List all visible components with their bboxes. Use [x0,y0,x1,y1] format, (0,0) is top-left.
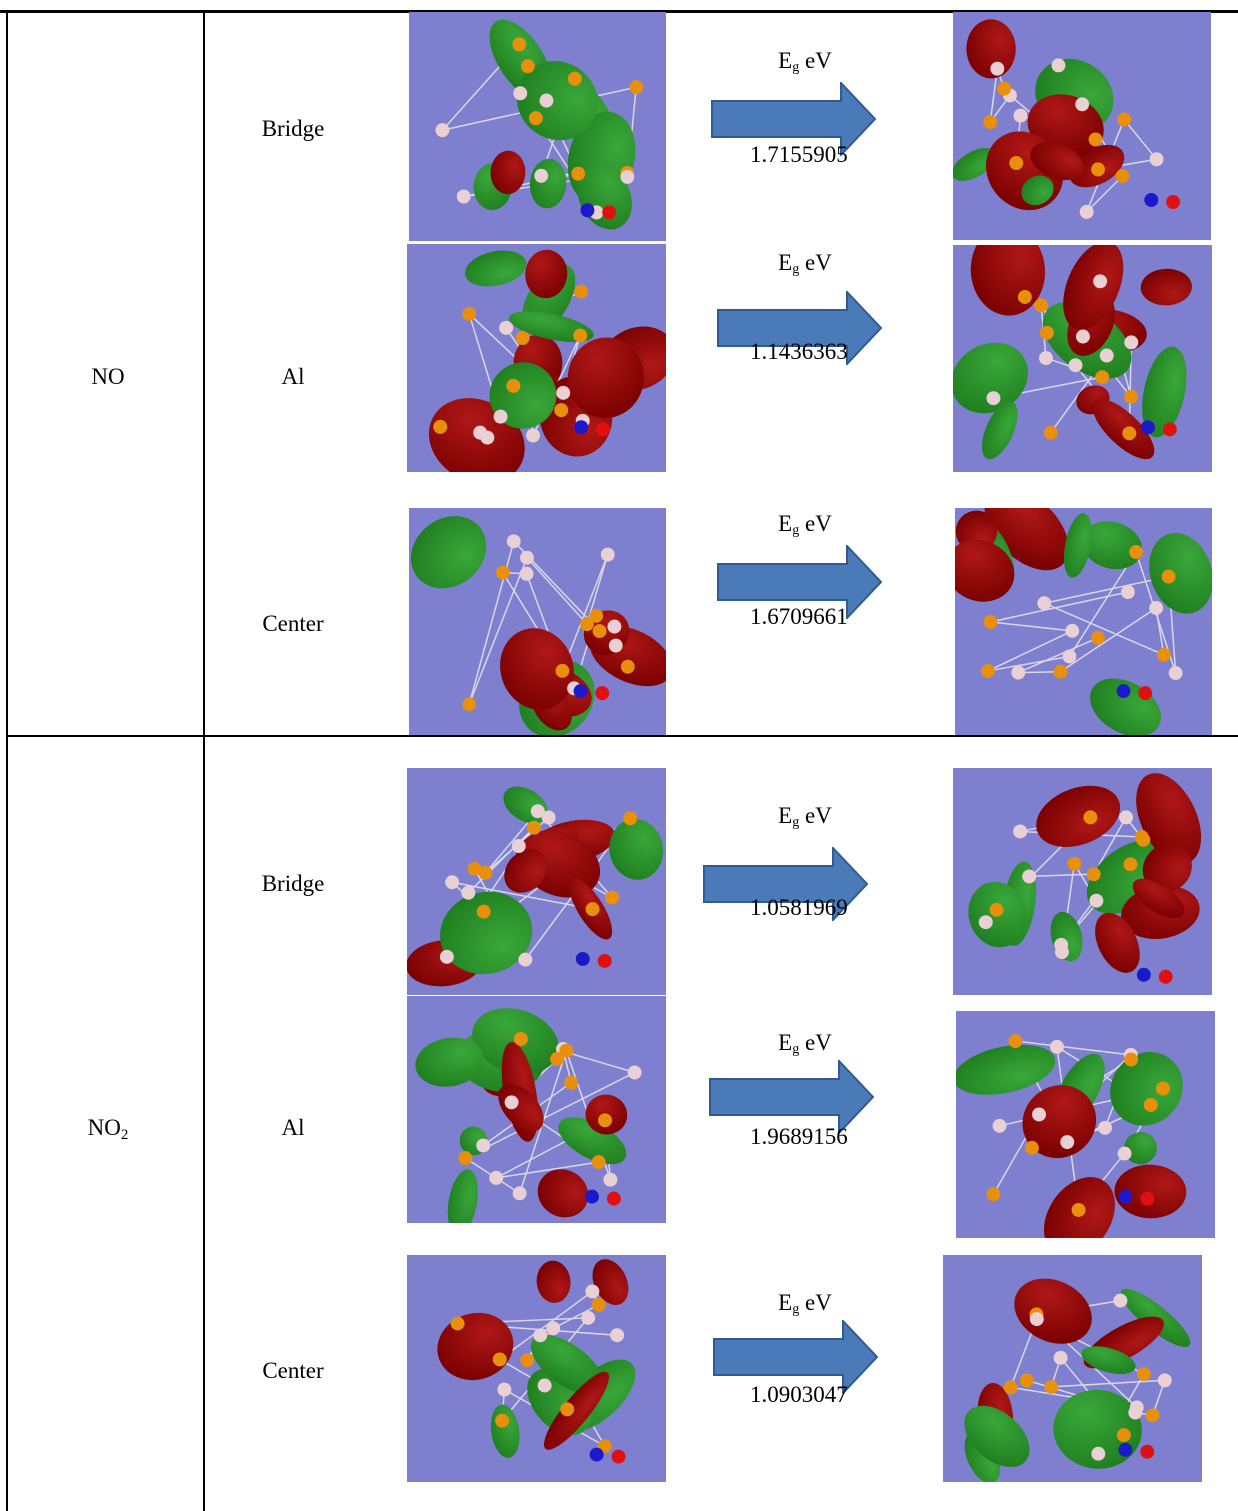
homo-orbital-image [407,996,666,1223]
right-arrow-icon [709,1060,875,1134]
energy-gap-label: Eg eV [778,511,832,538]
site-label: Bridge [261,871,325,896]
lumo-orbital-image [953,12,1211,240]
molecule-label-no2: NO2 [87,1115,129,1143]
energy-gap-label: Eg eV [778,1290,832,1317]
site-label: Center [262,1358,324,1383]
energy-gap-label: Eg eV [778,250,832,277]
lumo-orbital-image [943,1255,1202,1482]
molecule-label-no: NO [91,364,125,389]
energy-gap-label: Eg eV [778,1030,832,1057]
energy-gap-value: 1.7155905 [750,142,848,167]
table-left-border [6,10,8,1511]
right-arrow-icon [703,847,869,921]
table-top-border [0,10,1238,13]
energy-gap-label: Eg eV [778,803,832,830]
site-label: Center [262,611,324,636]
energy-gap-value: 1.1436363 [750,339,848,364]
lumo-orbital-image [953,768,1212,995]
right-arrow-icon [713,1320,879,1394]
right-arrow-icon [711,82,877,156]
site-label: Bridge [261,116,325,141]
right-arrow-icon [717,545,883,619]
right-arrow-icon [717,291,883,365]
energy-gap-label: Eg eV [778,48,832,75]
homo-orbital-image [407,1255,666,1482]
homo-orbital-image [407,768,666,995]
lumo-orbital-image [956,1011,1215,1238]
energy-gap-value: 1.0903047 [750,1382,848,1407]
table-group-divider [6,735,1238,737]
site-label: Al [281,364,305,389]
energy-gap-value: 1.6709661 [750,604,848,629]
lumo-orbital-image [955,508,1212,735]
site-label: Al [281,1115,305,1140]
homo-orbital-image [409,508,666,735]
homo-orbital-image [407,244,666,472]
table-column-divider [203,10,205,1511]
homo-orbital-image [409,12,666,241]
energy-gap-value: 1.9689156 [750,1124,848,1149]
lumo-orbital-image [953,245,1212,472]
energy-gap-value: 1.0581969 [750,895,848,920]
